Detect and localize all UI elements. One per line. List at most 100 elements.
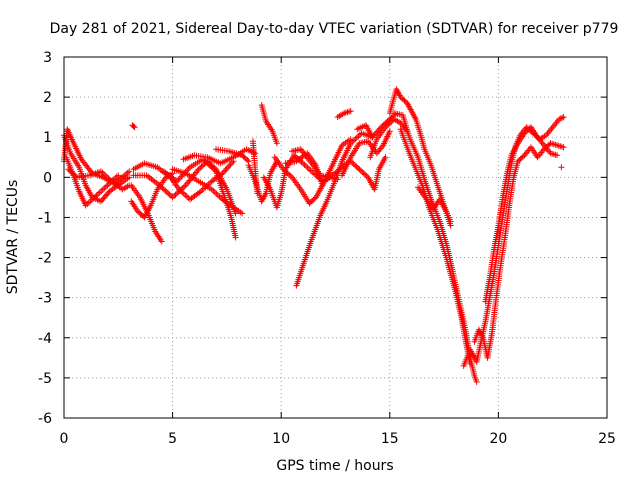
data-point — [175, 189, 182, 196]
data-point — [102, 183, 109, 190]
data-point — [557, 115, 564, 122]
y-tick-label: -2 — [38, 251, 52, 267]
data-point — [195, 166, 202, 173]
data-point — [185, 165, 192, 172]
data-point — [357, 131, 364, 138]
data-point — [216, 193, 223, 200]
x-tick-label: 20 — [489, 431, 507, 447]
data-point — [66, 167, 73, 174]
data-point — [386, 120, 393, 127]
data-point — [115, 172, 122, 179]
y-tick-label: 3 — [43, 50, 52, 66]
data-point — [160, 186, 167, 193]
data-point — [163, 189, 170, 196]
data-point — [359, 168, 366, 175]
data-point — [388, 118, 395, 125]
data-point — [360, 170, 367, 177]
data-point — [226, 162, 233, 169]
x-axis-label: GPS time / hours — [276, 458, 393, 474]
x-tick-label: 25 — [598, 431, 616, 447]
data-point — [386, 128, 393, 135]
y-tick-label: -6 — [38, 411, 52, 427]
x-tick-label: 5 — [168, 431, 177, 447]
data-point — [181, 183, 188, 190]
data-point — [558, 164, 565, 171]
y-tick-label: -4 — [38, 331, 52, 347]
data-point — [284, 170, 291, 177]
data-point — [210, 165, 217, 172]
y-tick-label: 2 — [43, 90, 52, 106]
data-point — [124, 169, 131, 176]
data-point — [352, 135, 359, 142]
data-point — [273, 140, 280, 147]
data-point — [352, 162, 359, 169]
data-point — [356, 166, 363, 173]
y-tick-label: -1 — [38, 210, 52, 226]
data-point — [131, 124, 138, 131]
data-point — [99, 186, 106, 193]
data-point — [162, 187, 169, 194]
data-point — [382, 154, 389, 161]
data-point — [350, 137, 357, 144]
data-point — [383, 122, 390, 129]
data-point — [252, 150, 259, 157]
data-point — [85, 199, 92, 206]
data-point — [69, 170, 76, 177]
x-tick-label: 10 — [272, 431, 290, 447]
data-point — [197, 164, 204, 171]
ticks: 0 5 10 15 20 25 -6 -5 -4 -3 -2 -1 0 1 2 3 — [38, 50, 616, 447]
data-point — [280, 166, 287, 173]
data-point — [349, 159, 356, 166]
data-point — [286, 171, 293, 178]
grid — [64, 57, 607, 418]
data-point — [159, 185, 166, 192]
data-point — [227, 161, 234, 168]
data-point — [447, 218, 454, 225]
data-point — [72, 172, 79, 179]
data-point — [281, 167, 288, 174]
data-point — [172, 191, 179, 198]
data-point — [213, 190, 220, 197]
data-point — [130, 123, 137, 130]
x-tick-label: 0 — [60, 431, 69, 447]
data-point — [126, 168, 133, 175]
data-point — [232, 234, 239, 241]
data-point — [171, 193, 178, 200]
data-point — [299, 160, 306, 167]
data-point — [244, 157, 251, 164]
data-point — [254, 190, 261, 197]
data-point — [467, 360, 474, 367]
data-point — [179, 185, 186, 192]
data-point — [473, 378, 480, 385]
data-point — [520, 153, 527, 160]
data-point — [353, 134, 360, 141]
data-point — [211, 189, 218, 196]
data-point — [220, 168, 227, 175]
data-point — [208, 164, 215, 171]
data-point — [201, 157, 208, 164]
data-point — [560, 144, 567, 151]
data-point — [362, 171, 369, 178]
data-point — [126, 174, 133, 181]
data-point — [347, 108, 354, 115]
y-tick-label: -3 — [38, 291, 52, 307]
data-point — [350, 160, 357, 167]
data-point — [223, 165, 230, 172]
data-point — [287, 172, 294, 179]
data-point — [176, 187, 183, 194]
data-point — [169, 194, 176, 201]
data-point — [68, 168, 75, 175]
data-point — [156, 182, 163, 189]
data-point — [283, 168, 290, 175]
data-point — [182, 192, 189, 199]
data-point — [178, 186, 185, 193]
data-point — [65, 166, 72, 173]
data-point — [71, 171, 78, 178]
data-point — [357, 167, 364, 174]
data-point — [239, 210, 246, 217]
y-tick-label: 0 — [43, 170, 52, 186]
data-point — [319, 182, 326, 189]
data-point — [312, 171, 319, 178]
data-point — [560, 114, 567, 121]
